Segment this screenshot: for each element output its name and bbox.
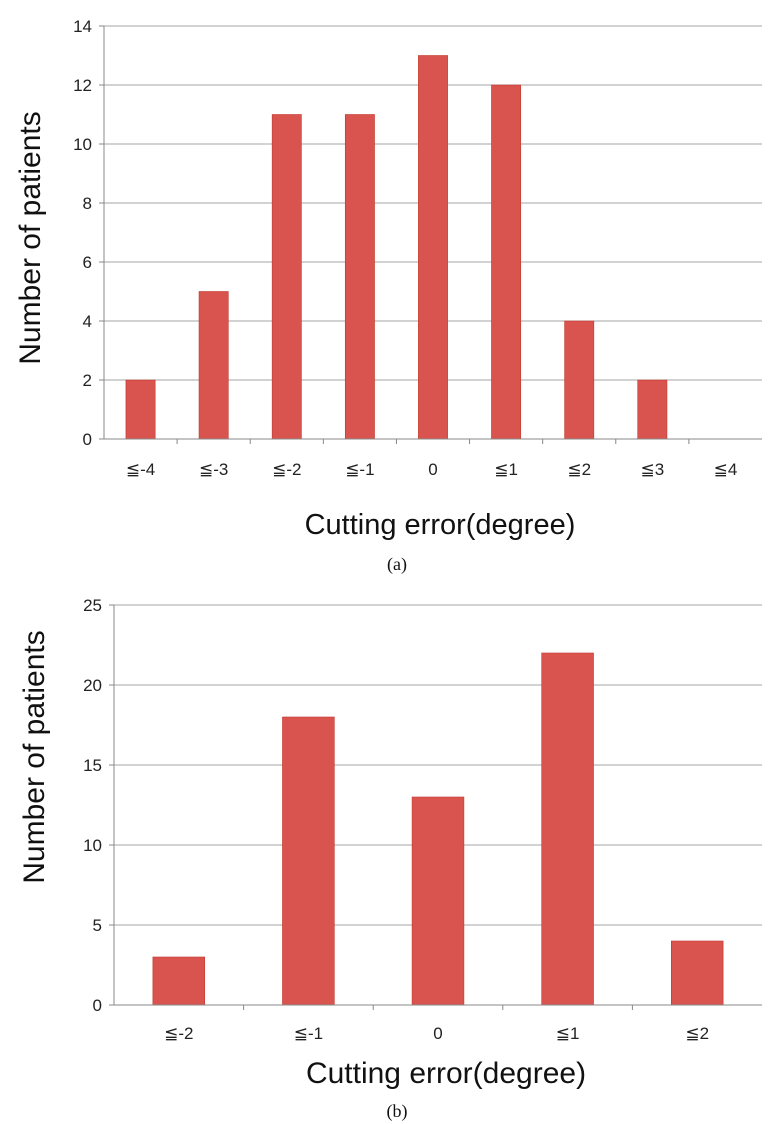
bar <box>418 55 448 440</box>
chart-a-x-axis-title: Cutting error(degree) <box>305 509 576 541</box>
y-tick-label: 10 <box>73 135 92 154</box>
y-tick-label: 25 <box>83 596 102 615</box>
x-tick-label: 0 <box>428 460 437 479</box>
chart-a-bars <box>125 55 668 440</box>
chart-b-caption: (b) <box>387 1101 408 1122</box>
x-tick-label: ≦-1 <box>294 1024 323 1043</box>
bar <box>637 379 668 440</box>
x-tick-label: ≦1 <box>556 1024 580 1043</box>
x-tick-label: ≦3 <box>640 460 664 479</box>
y-tick-label: 6 <box>83 253 92 272</box>
x-tick-label: ≦-1 <box>345 460 374 479</box>
y-tick-label: 15 <box>83 756 102 775</box>
chart-b-y-ticks: 0 5 10 15 20 25 <box>83 596 102 1015</box>
bar <box>282 716 335 1006</box>
bar <box>271 114 302 440</box>
chart-a-axes <box>99 25 762 444</box>
y-tick-label: 10 <box>83 836 102 855</box>
x-tick-label: ≦-2 <box>272 460 301 479</box>
chart-b: 0 5 10 15 20 25 ≦-2 ≦-1 0 ≦1 ≦2 Number of patient… <box>18 596 762 1122</box>
y-tick-label: 0 <box>93 996 102 1015</box>
y-tick-label: 20 <box>83 676 102 695</box>
bar <box>670 940 724 1006</box>
x-tick-label: ≦-4 <box>126 460 155 479</box>
x-tick-label: ≦1 <box>494 460 518 479</box>
y-tick-label: 0 <box>83 430 92 449</box>
x-tick-label: ≦2 <box>567 460 591 479</box>
chart-b-x-ticks: ≦-2 ≦-1 0 ≦1 ≦2 <box>164 1024 709 1043</box>
chart-b-y-axis-title: Number of patients <box>18 630 51 883</box>
y-tick-label: 12 <box>73 76 92 95</box>
bar <box>198 291 229 440</box>
bar <box>125 379 156 440</box>
chart-a-x-ticks: ≦-4 ≦-3 ≦-2 ≦-1 0 ≦1 ≦2 ≦3 ≦4 <box>126 460 737 479</box>
chart-a-y-ticks: 0 2 4 6 8 10 12 14 <box>73 17 92 449</box>
y-tick-label: 5 <box>93 916 102 935</box>
chart-a-y-axis-title: Number of patients <box>14 111 47 364</box>
y-tick-label: 8 <box>83 194 92 213</box>
x-tick-label: ≦2 <box>685 1024 709 1043</box>
x-tick-label: ≦4 <box>714 460 738 479</box>
bar <box>344 114 375 440</box>
y-tick-label: 14 <box>73 17 92 36</box>
x-tick-label: ≦-3 <box>199 460 228 479</box>
chart-b-x-axis-title: Cutting error(degree) <box>306 1057 586 1090</box>
x-tick-label: 0 <box>433 1024 442 1043</box>
chart-b-axes <box>109 604 762 1010</box>
bar <box>152 956 206 1006</box>
chart-b-bars <box>152 652 724 1006</box>
chart-a: 0 2 4 6 8 10 12 14 ≦-4 ≦-3 ≦-2 ≦-1 0 ≦1 ≦2 ≦3 ≦4 Number… <box>14 17 762 575</box>
chart-a-caption: (a) <box>387 554 407 575</box>
bar <box>541 652 594 1006</box>
bar <box>564 320 595 440</box>
bar <box>491 84 522 440</box>
y-tick-label: 2 <box>83 371 92 390</box>
x-tick-label: ≦-2 <box>164 1024 193 1043</box>
y-tick-label: 4 <box>83 312 92 331</box>
bar <box>411 796 465 1006</box>
